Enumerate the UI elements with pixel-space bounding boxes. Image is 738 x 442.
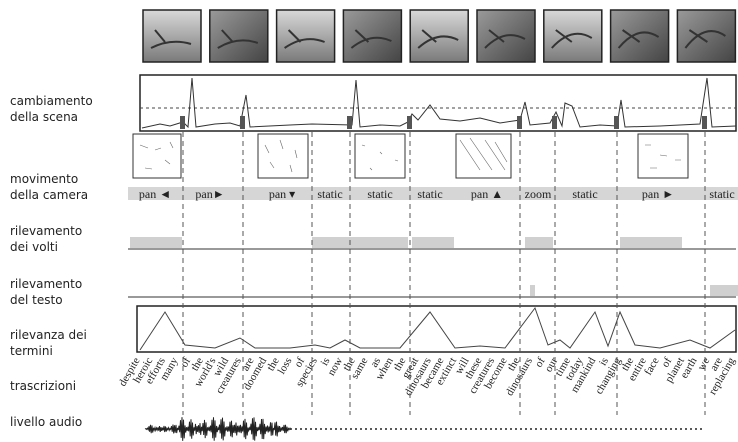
row-label: rilevanza dei xyxy=(10,328,87,342)
video-analysis-figure: pan ◄ pan► pan ▾ static static static pan ▲ zoo… xyxy=(0,0,738,442)
text-detection xyxy=(530,285,535,296)
camera-label: pan► xyxy=(195,187,224,201)
face-detections xyxy=(130,237,682,248)
scene-change-curve xyxy=(142,78,736,128)
text-detection xyxy=(710,285,738,296)
camera-label: static xyxy=(417,187,442,201)
row-label: del testo xyxy=(10,293,63,307)
row-label: termini xyxy=(10,344,53,358)
camera-label: zoom xyxy=(525,187,552,201)
camera-label: static xyxy=(572,187,597,201)
keyframe xyxy=(611,10,669,62)
row-label: dei volti xyxy=(10,240,58,254)
keyframe xyxy=(277,10,335,62)
row-label: rilevamento xyxy=(10,224,82,238)
row-label: rilevamento xyxy=(10,277,82,291)
keyframe xyxy=(544,10,602,62)
transcript-word: loss xyxy=(276,356,295,377)
row-label: della scena xyxy=(10,110,78,124)
keyframe xyxy=(677,10,735,62)
row-label: livello audio xyxy=(10,415,82,429)
keyframe xyxy=(210,10,268,62)
keyframe xyxy=(343,10,401,62)
row-label: trascrizioni xyxy=(10,379,76,393)
camera-label: pan ▲ xyxy=(471,187,503,201)
row-label: della camera xyxy=(10,188,88,202)
row-label: movimento xyxy=(10,172,78,186)
relevance-box xyxy=(137,306,736,352)
audio-waveform xyxy=(145,417,291,441)
camera-label: static xyxy=(367,187,392,201)
transcript-word: face xyxy=(642,355,662,377)
camera-label: static xyxy=(317,187,342,201)
keyframes xyxy=(143,10,735,62)
camera-label: static xyxy=(709,187,734,201)
camera-label: pan ▾ xyxy=(269,187,295,201)
row-label: cambiamento xyxy=(10,94,93,108)
keyframe xyxy=(143,10,201,62)
relevance-curve xyxy=(140,308,735,350)
camera-label: pan ► xyxy=(642,187,674,201)
camera-label: pan ◄ xyxy=(139,187,171,201)
